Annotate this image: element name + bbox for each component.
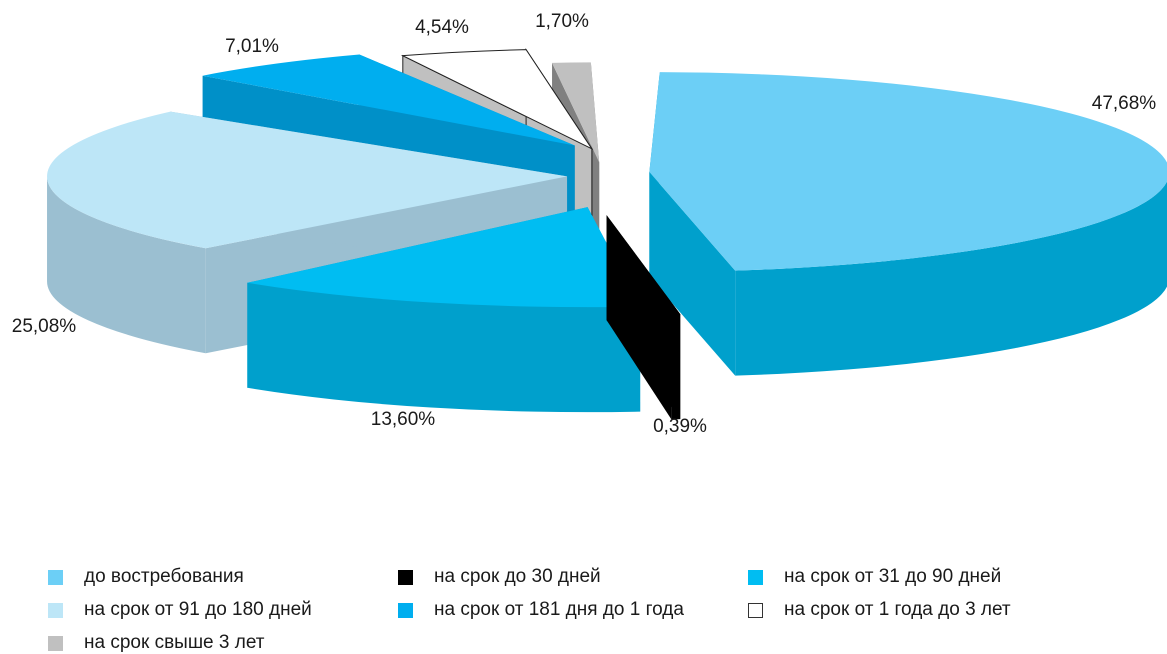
- legend-item-demand: до востребования: [48, 566, 244, 588]
- legend-item-over-3-years: на срок свыше 3 лет: [48, 632, 264, 654]
- data-label-over-3-years: 1,70%: [535, 11, 589, 32]
- legend-swatch-1-to-3-years: [748, 602, 763, 618]
- legend-label-91-to-180-days: на срок от 91 до 180 дней: [84, 599, 312, 620]
- data-label-demand: 47,68%: [1092, 93, 1157, 114]
- data-label-1-to-3-years: 4,54%: [415, 17, 469, 38]
- data-label-181-days-to-1-year: 7,01%: [225, 36, 279, 57]
- legend-swatch-up-to-30-days: [398, 569, 413, 585]
- slice-31-to-90-days: [247, 207, 641, 413]
- data-label-31-to-90-days: 13,60%: [371, 409, 436, 430]
- data-label-up-to-30-days: 0,39%: [653, 416, 707, 437]
- legend-swatch-over-3-years: [48, 635, 63, 651]
- legend-item-91-to-180-days: на срок от 91 до 180 дней: [48, 599, 312, 621]
- legend-item-181-days-to-1-year: на срок от 181 дня до 1 года: [398, 599, 684, 621]
- legend-swatch-181-days-to-1-year: [398, 602, 413, 618]
- legend-item-31-to-90-days: на срок от 31 до 90 дней: [748, 566, 1001, 588]
- data-label-91-to-180-days: 25,08%: [12, 316, 77, 337]
- legend-label-demand: до востребования: [84, 566, 244, 587]
- slices-layer: [47, 47, 1167, 420]
- legend-label-up-to-30-days: на срок до 30 дней: [434, 566, 601, 587]
- legend-label-181-days-to-1-year: на срок от 181 дня до 1 года: [434, 599, 684, 620]
- legend-swatch-31-to-90-days: [748, 569, 763, 585]
- slice-up-to-30-days: [606, 215, 681, 420]
- legend-label-1-to-3-years: на срок от 1 года до 3 лет: [784, 599, 1011, 620]
- data-labels-layer: 47,68% 0,39% 13,60% 25,08% 7,01% 4,54% 1,70%: [12, 11, 1157, 437]
- legend-swatch-91-to-180-days: [48, 602, 63, 618]
- legend-label-31-to-90-days: на срок от 31 до 90 дней: [784, 566, 1002, 587]
- legend-item-up-to-30-days: на срок до 30 дней: [398, 566, 601, 588]
- slice-demand: [649, 72, 1167, 376]
- legend-item-1-to-3-years: на срок от 1 года до 3 лет: [748, 599, 1011, 621]
- legend-swatch-demand: [48, 569, 63, 585]
- legend-label-over-3-years: на срок свыше 3 лет: [84, 632, 265, 653]
